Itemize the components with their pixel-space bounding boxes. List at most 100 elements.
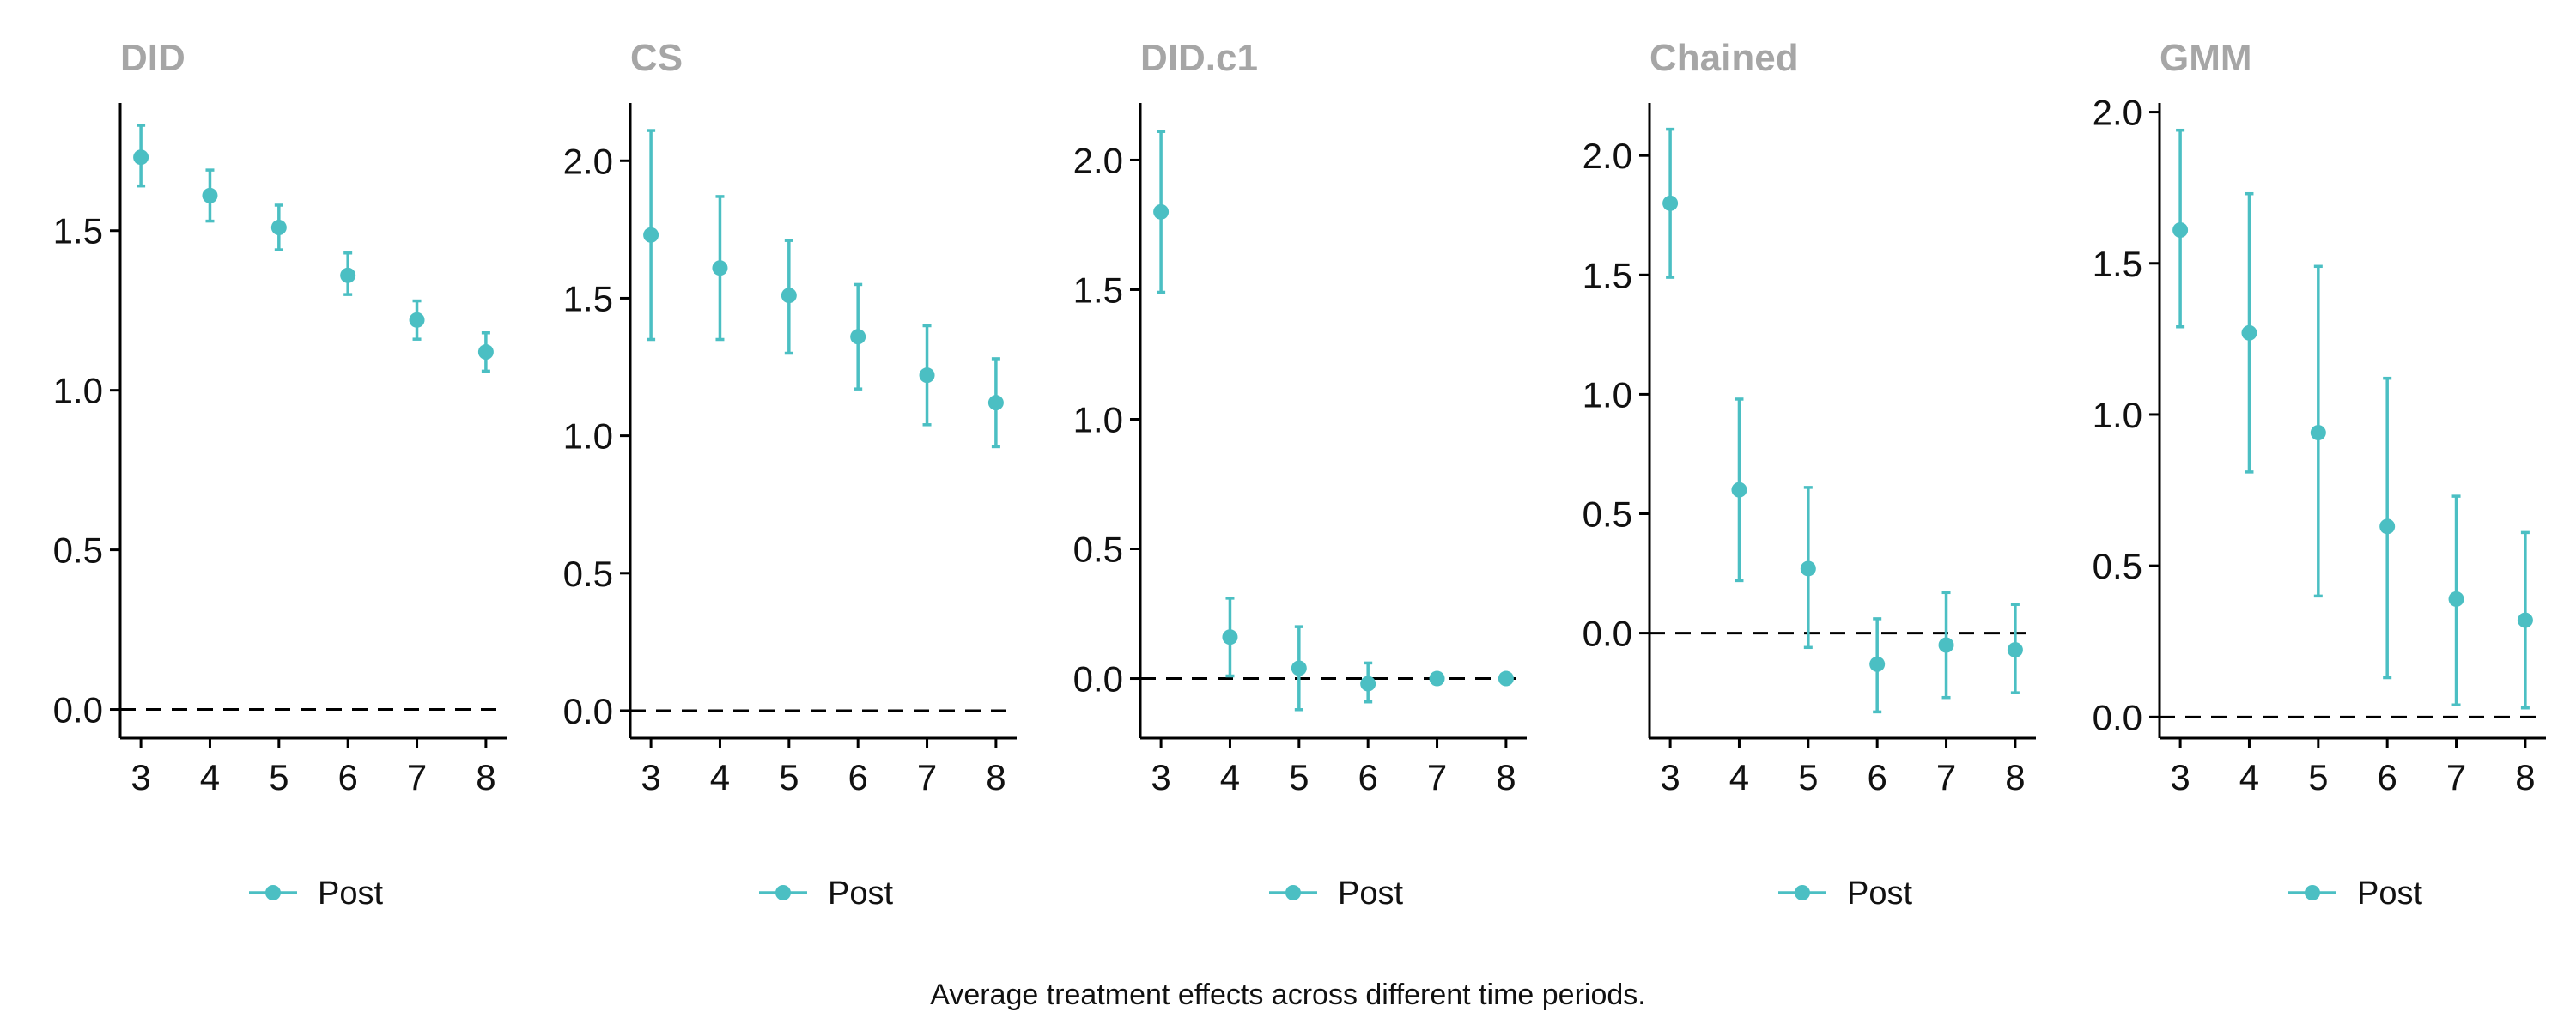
panel-4-x-tick-label: 7 bbox=[1936, 757, 1956, 797]
panel-3-title: DID.c1 bbox=[1140, 37, 1258, 79]
panel-2-legend-key-point bbox=[775, 885, 791, 900]
panel-2-x-tick-label: 8 bbox=[986, 757, 1005, 797]
panel-3-data-point bbox=[1429, 670, 1445, 687]
panel-1-legend-key-point bbox=[265, 885, 281, 900]
panel-2-data-point bbox=[712, 260, 728, 276]
panel-4-legend-label: Post bbox=[1847, 876, 1912, 912]
panel-2-x-tick-label: 6 bbox=[848, 757, 867, 797]
panel-2-legend-label: Post bbox=[828, 876, 893, 912]
panel-3-data-point bbox=[1153, 203, 1170, 220]
panel-3-data-point bbox=[1360, 676, 1376, 692]
panel-5-data-point bbox=[2310, 425, 2326, 441]
panel-5-data-point bbox=[2517, 612, 2533, 628]
panel-5-x-tick-label: 8 bbox=[2515, 757, 2535, 797]
panel-3-y-tick-label: 0.5 bbox=[1073, 530, 1123, 570]
panel-2-y-tick-label: 0.5 bbox=[563, 554, 613, 594]
panel-4-x-tick-label: 8 bbox=[2005, 757, 2025, 797]
panel-1-y-tick-label: 1.0 bbox=[53, 371, 103, 411]
panel-5-data-point bbox=[2448, 591, 2464, 607]
panel-4-legend-key-point bbox=[1795, 885, 1810, 900]
panel-4-y-tick-label: 1.5 bbox=[1583, 255, 1632, 295]
panel-2-data-point bbox=[643, 227, 659, 243]
panel-3-y-tick-label: 1.0 bbox=[1073, 399, 1123, 439]
panel-1-data-point bbox=[202, 187, 218, 203]
panel-4-data-point bbox=[1938, 637, 1954, 653]
panel-5-title: GMM bbox=[2160, 37, 2252, 79]
panel-1-x-tick-label: 4 bbox=[200, 757, 220, 797]
panel-1-x-tick-label: 8 bbox=[476, 757, 495, 797]
panel-5-y-tick-label: 0.5 bbox=[2093, 546, 2142, 586]
panel-5-y-tick-label: 1.5 bbox=[2093, 244, 2142, 284]
panel-4-title: Chained bbox=[1649, 37, 1799, 79]
panel-1-x-tick-label: 5 bbox=[269, 757, 289, 797]
panel-5-x-tick-label: 7 bbox=[2446, 757, 2466, 797]
panel-2-data-point bbox=[781, 288, 797, 304]
panel-3-legend-label: Post bbox=[1338, 876, 1403, 912]
panel-2-x-tick-label: 4 bbox=[710, 757, 730, 797]
panel-2-data-point bbox=[987, 395, 1004, 411]
panel-4-y-tick-label: 0.5 bbox=[1583, 494, 1632, 534]
panel-2-y-tick-label: 1.0 bbox=[563, 416, 613, 457]
panel-3-x-tick-label: 4 bbox=[1220, 757, 1240, 797]
panel-3-y-tick-label: 1.5 bbox=[1073, 270, 1123, 310]
panel-5-legend-label: Post bbox=[2357, 876, 2422, 912]
panel-1-x-tick-label: 6 bbox=[337, 757, 357, 797]
panel-1-data-point bbox=[477, 344, 494, 360]
panel-3-x-tick-label: 6 bbox=[1358, 757, 1377, 797]
panel-5-x-tick-label: 5 bbox=[2308, 757, 2328, 797]
panel-2-title: CS bbox=[630, 37, 683, 79]
panel-3-x-tick-label: 8 bbox=[1496, 757, 1516, 797]
panel-2-y-tick-label: 1.5 bbox=[563, 278, 613, 318]
panel-3-legend-key-point bbox=[1285, 885, 1301, 900]
panel-4-data-point bbox=[1800, 560, 1816, 577]
panel-3-x-tick-label: 7 bbox=[1427, 757, 1447, 797]
panel-1-data-point bbox=[270, 220, 287, 236]
panel-2-y-tick-label: 0.0 bbox=[563, 691, 613, 731]
panel-5-y-tick-label: 0.0 bbox=[2093, 697, 2142, 737]
panel-3-y-tick-label: 0.0 bbox=[1073, 659, 1123, 700]
panel-4-y-tick-label: 1.0 bbox=[1583, 374, 1632, 415]
figure-caption: Average treatment effects across differe… bbox=[930, 978, 1646, 1011]
panel-1-legend-label: Post bbox=[318, 876, 383, 912]
panel-1-data-point bbox=[133, 149, 149, 166]
panel-4-y-tick-label: 2.0 bbox=[1583, 136, 1632, 176]
panel-3-data-point bbox=[1222, 629, 1238, 645]
panel-3-data-point bbox=[1291, 660, 1307, 676]
panel-3-x-tick-label: 5 bbox=[1289, 757, 1309, 797]
panel-4-data-point bbox=[2007, 642, 2023, 658]
panel-5-x-tick-label: 6 bbox=[2377, 757, 2397, 797]
panel-2-data-point bbox=[850, 329, 866, 345]
panel-5-data-point bbox=[2172, 222, 2189, 238]
panel-4-x-tick-label: 4 bbox=[1729, 757, 1749, 797]
panel-4-y-tick-label: 0.0 bbox=[1583, 614, 1632, 654]
panel-3-data-point bbox=[1498, 670, 1514, 687]
panel-5-legend-key-point bbox=[2305, 885, 2320, 900]
panel-5-y-tick-label: 2.0 bbox=[2093, 93, 2142, 133]
panel-4-data-point bbox=[1731, 482, 1747, 498]
panel-5-x-tick-label: 4 bbox=[2239, 757, 2259, 797]
panel-4-x-tick-label: 3 bbox=[1660, 757, 1680, 797]
panel-3-y-tick-label: 2.0 bbox=[1073, 140, 1123, 180]
panel-1-data-point bbox=[409, 312, 425, 328]
panel-1-title: DID bbox=[120, 37, 185, 79]
panel-1-y-tick-label: 0.0 bbox=[53, 690, 103, 730]
panel-4-data-point bbox=[1869, 656, 1886, 672]
panel-5-y-tick-label: 1.0 bbox=[2093, 395, 2142, 435]
panel-1-x-tick-label: 3 bbox=[131, 757, 150, 797]
panel-5-data-point bbox=[2241, 324, 2257, 341]
panel-2-x-tick-label: 3 bbox=[641, 757, 660, 797]
panel-2-data-point bbox=[919, 367, 935, 384]
panel-4-data-point bbox=[1662, 195, 1679, 211]
panel-5-data-point bbox=[2379, 518, 2396, 535]
panel-1-y-tick-label: 1.5 bbox=[53, 211, 103, 251]
panel-2-x-tick-label: 7 bbox=[917, 757, 937, 797]
panel-1-x-tick-label: 7 bbox=[407, 757, 427, 797]
panel-5-x-tick-label: 3 bbox=[2170, 757, 2190, 797]
panel-2-x-tick-label: 5 bbox=[779, 757, 799, 797]
panel-4-x-tick-label: 6 bbox=[1867, 757, 1886, 797]
panel-1-data-point bbox=[340, 267, 356, 283]
panel-1-y-tick-label: 0.5 bbox=[53, 530, 103, 571]
panel-4-x-tick-label: 5 bbox=[1798, 757, 1818, 797]
panel-2-y-tick-label: 2.0 bbox=[563, 141, 613, 181]
